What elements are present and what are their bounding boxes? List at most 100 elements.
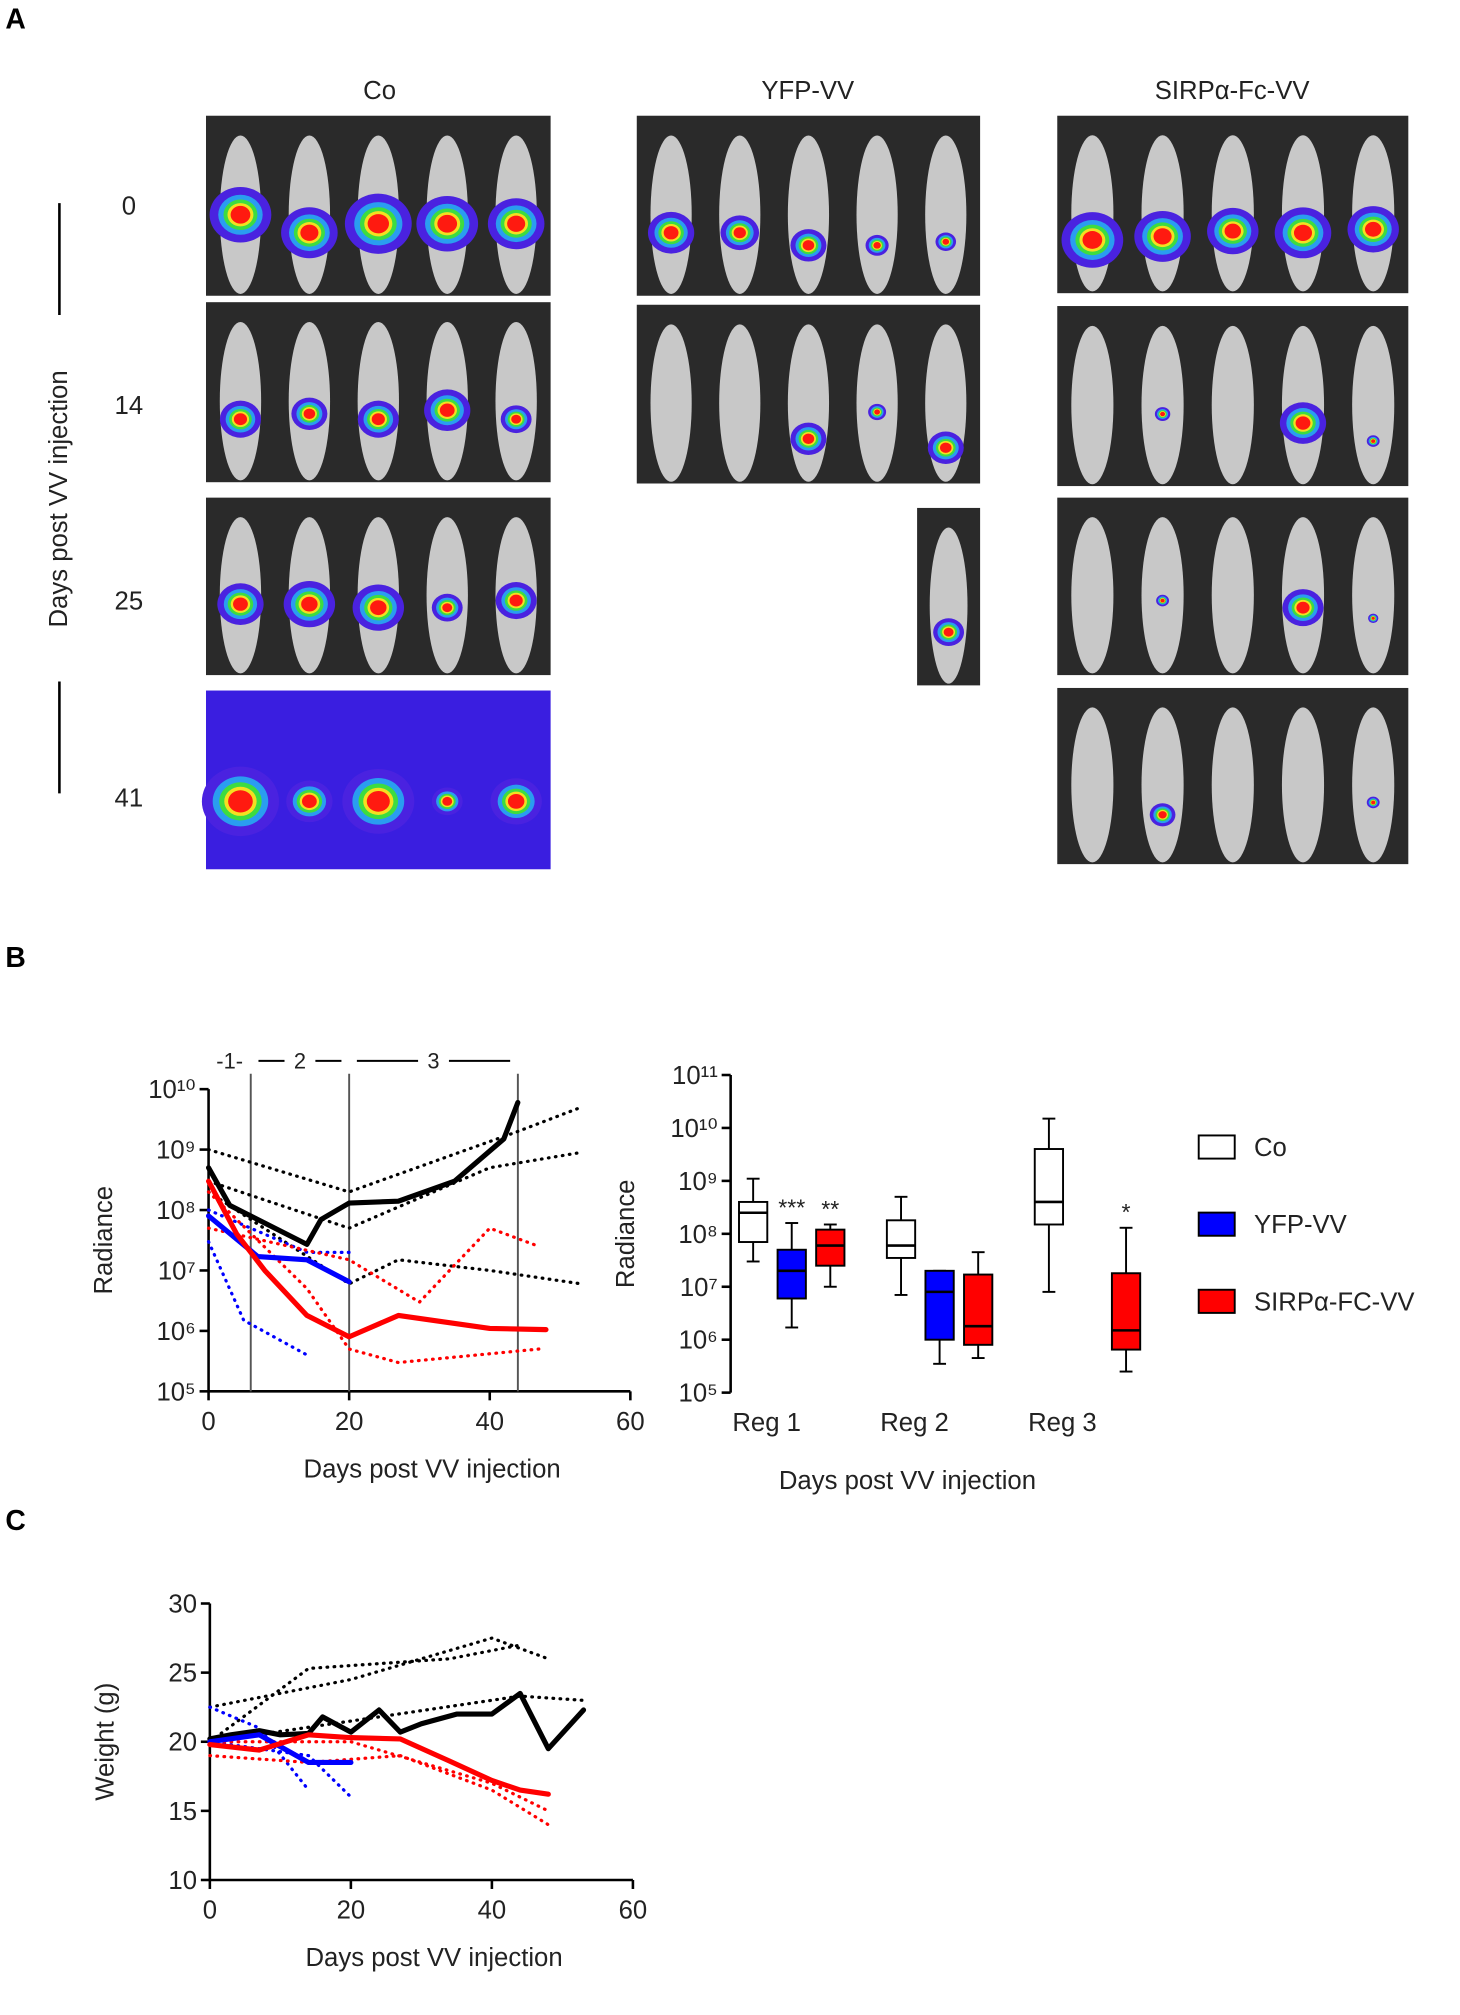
signal [303,408,316,419]
y-axis-label: Days post VV injection [45,370,73,627]
signal [1296,601,1310,614]
mouse [1352,325,1395,485]
signal [507,215,526,232]
mouse [929,527,968,684]
panel-label: A [5,2,25,34]
mouse [1071,325,1114,485]
individual-line [206,1240,309,1357]
mouse [1071,517,1114,674]
legend-swatch [1197,1288,1236,1314]
signal [301,794,317,809]
individual-line [208,1636,550,1709]
day-label: 0 [122,193,136,221]
x-tick-label: Reg 3 [1028,1409,1097,1437]
individual-line [208,1754,550,1827]
signal [802,240,815,251]
y-tick-label: 10¹⁰ [670,1115,717,1143]
individual-line [208,1705,311,1792]
signal [1158,811,1167,819]
box [885,1219,917,1259]
y-tick-label: 15 [168,1798,197,1826]
signal [367,214,390,234]
box [815,1228,846,1267]
column-header: YFP-VV [761,77,855,105]
box [776,1248,807,1300]
x-axis-label: Days post VV injection [305,1944,562,1972]
signal [511,414,522,424]
y-tick-label: 10⁵ [679,1380,718,1408]
mouse [1141,325,1184,485]
mouse [650,324,692,482]
x-tick-label: Reg 2 [880,1409,949,1437]
signal [300,224,319,241]
signal [1295,416,1311,430]
signal [1371,616,1375,620]
x-tick-label: 0 [201,1408,215,1436]
signal [507,793,525,809]
signal [942,238,950,245]
x-axis-label: Days post VV injection [304,1455,561,1483]
mean-line [205,1099,521,1247]
legend-label: SIRPα-FC-VV [1254,1288,1415,1316]
signal [370,600,387,616]
signal [1160,598,1165,603]
signal [873,242,881,249]
box [924,1269,955,1341]
panel-label: B [5,941,25,973]
mouse [1352,707,1395,863]
mouse [1211,707,1254,863]
mouse [1211,517,1254,674]
signal [1371,439,1376,443]
y-tick-label: 30 [168,1591,197,1619]
mouse [787,135,830,294]
box [1033,1148,1065,1226]
signal [442,796,453,806]
individual-line [206,1190,583,1286]
y-tick-label: 10⁸ [156,1197,195,1225]
legend-swatch [1197,1211,1236,1237]
signal [733,227,746,239]
signal [301,596,318,612]
x-tick-label: 60 [616,1408,645,1436]
x-tick-label: 40 [478,1897,507,1925]
mouse [1281,707,1325,863]
signal [233,413,248,426]
significance: ** [821,1196,839,1222]
individual-line [206,1208,351,1254]
mouse [787,324,830,482]
signal [230,205,251,224]
mouse [719,135,761,294]
box [738,1200,769,1243]
mean-line [205,1213,352,1285]
legend-swatch [1197,1134,1236,1160]
mouse [856,135,898,294]
y-tick-label: 10⁶ [679,1327,718,1355]
imaging-panels [201,115,1409,870]
y-tick-label: 10⁷ [158,1257,196,1285]
x-tick-label: 60 [619,1897,648,1925]
y-tick-label: 25 [168,1660,197,1688]
significance: * [1122,1199,1131,1225]
legend-label: Co [1254,1134,1287,1162]
signal [1160,411,1166,417]
column-header: Co [363,77,396,105]
region-label: -1- [216,1049,243,1074]
signal [439,403,455,417]
mean-line [207,1690,587,1752]
signal [1224,223,1242,239]
y-tick-label: 10⁸ [678,1221,717,1249]
signal [233,597,248,611]
signal [509,594,523,607]
signal [228,790,253,813]
x-axis-label: Days post VV injection [779,1467,1036,1495]
mean-line [207,1732,551,1797]
y-tick-label: 10¹¹ [672,1062,718,1090]
mean-line [207,1732,354,1766]
mouse [1211,325,1254,485]
y-tick-label: 10⁶ [157,1318,196,1346]
panel-label: C [5,1504,25,1536]
day-label: 14 [115,392,144,420]
y-tick-label: 10⁵ [156,1378,195,1406]
mouse [719,324,761,482]
